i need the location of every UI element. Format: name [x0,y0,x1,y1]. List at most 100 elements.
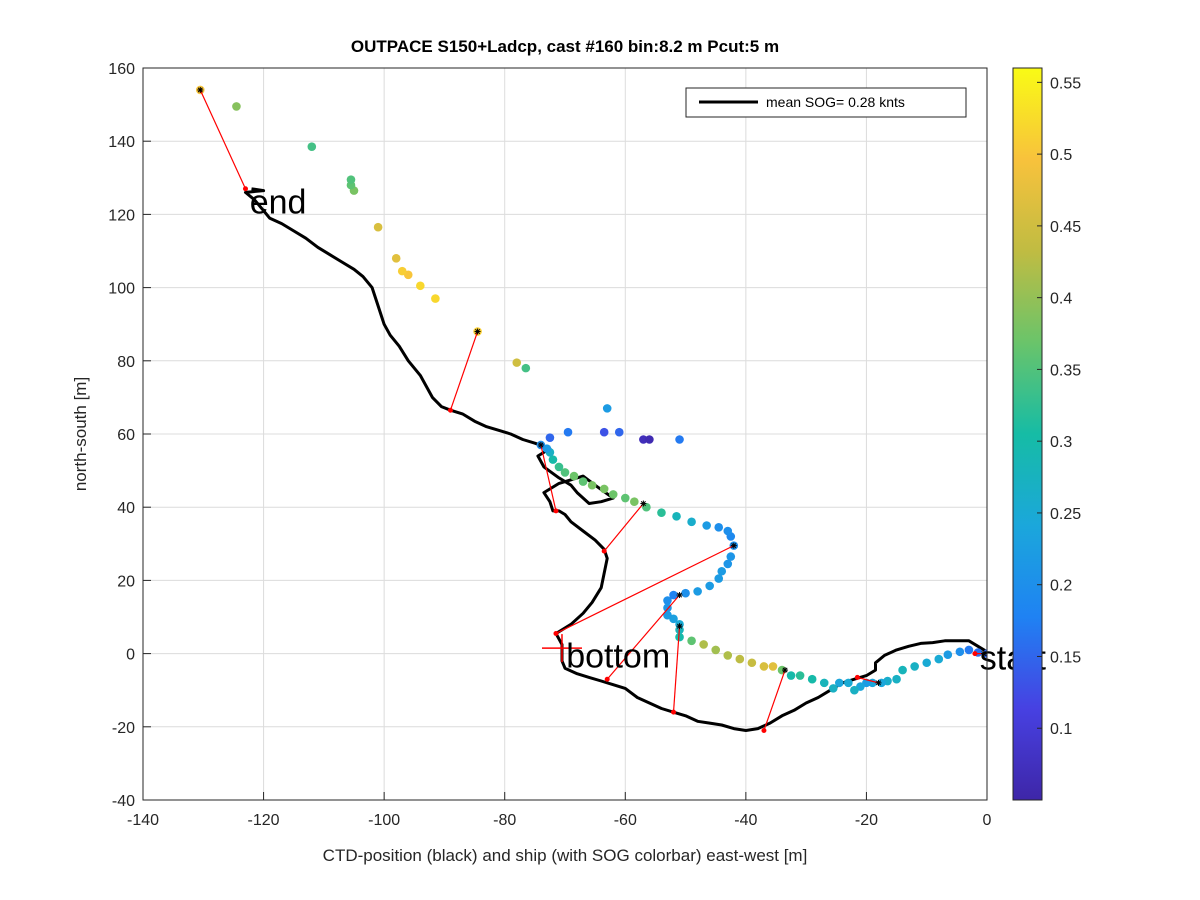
ship-point [614,427,624,437]
ship-point [391,254,401,263]
colorbar-tick-label: 0.45 [1050,219,1081,236]
highlight-marker [197,86,204,93]
y-tick-label: 60 [117,427,135,444]
ship-point [663,610,672,620]
colorbar-tick-label: 0.15 [1050,649,1081,666]
annotation-end: end [250,184,307,222]
ship-point [620,493,630,503]
ship-point [747,658,757,668]
ship-point [669,590,678,600]
colorbar-tick-label: 0.1 [1050,721,1072,738]
ship-point [397,266,407,276]
ship-point [955,647,965,657]
ship-point [964,645,974,655]
highlight-marker [537,441,544,448]
ship-point [699,640,708,649]
y-tick-label: 0 [126,647,135,664]
connector-end-point [604,676,610,682]
y-tick-label: 20 [117,573,135,590]
ship-point [307,142,317,151]
ship-point [723,559,733,569]
connector-line [603,503,644,552]
y-tick-label: 160 [108,61,135,78]
y-tick-label: 140 [108,134,135,151]
y-tick-label: 120 [108,207,135,224]
x-tick-label: -140 [127,812,159,829]
ship-point [563,427,573,437]
ship-point [675,435,684,444]
ship-point [723,526,733,536]
colorbar-tick-label: 0.35 [1050,362,1081,379]
highlight-marker [782,667,789,674]
colorbar-tick-label: 0.4 [1050,291,1072,308]
ship-point [602,404,612,413]
highlight-marker [676,592,683,599]
ship-point [373,222,383,232]
ship-point [521,363,531,373]
colorbar-tick-label: 0.3 [1050,434,1072,451]
ship-point [759,662,769,671]
colorbar-tick-label: 0.55 [1050,75,1081,92]
ship-point [844,678,853,688]
ship-point [545,433,555,442]
ship-point [922,658,932,668]
ship-point [714,523,724,532]
plot-frame [142,67,988,801]
ship-point [587,480,597,490]
ship-point [663,596,672,605]
ship-point [768,662,778,671]
colorbar-tick-label: 0.25 [1050,506,1081,523]
colorbar-tick-label: 0.5 [1050,147,1072,164]
ship-point [711,645,721,655]
ship-point [898,665,907,675]
connector-line [199,89,247,190]
x-tick-label: -120 [248,812,280,829]
ship-point [569,471,579,481]
ship-point [786,671,796,680]
connector-end-point [242,186,248,192]
ship-point [548,455,558,464]
ship-point [687,517,696,527]
colorbar-gradient [1012,67,1043,801]
highlight-marker [640,500,647,507]
ship-point [346,175,356,184]
connector-line [540,444,557,511]
chart-title: OUTPACE S150+Ladcp, cast #160 bin:8.2 m … [351,37,779,56]
connector-line [449,331,479,411]
highlight-marker [474,328,481,335]
x-axis-ticks: -140 -120 -100 -80 -60 -40 -20 0 [127,792,992,829]
ship-point [723,651,733,660]
bottom-marker [541,634,582,663]
connector-line [763,669,786,731]
ship-point [943,650,953,659]
ship-point [512,358,522,367]
ship-point [892,674,901,684]
ship-point [554,462,564,472]
y-axis-ticks: -40 -20 0 20 40 60 80 100 120 140 160 [108,61,151,810]
ship-points [195,85,987,695]
ship-point [560,468,570,477]
ship-point [416,281,425,291]
ship-point [735,654,745,664]
ship-point [672,512,681,521]
ship-point [675,632,684,642]
highlight-marker [730,542,737,549]
y-axis-label: north-south [m] [71,377,90,491]
ship-point [657,508,666,517]
colorbar-tick-label: 0.2 [1050,578,1072,595]
ship-point [934,654,944,664]
ship-point [850,685,859,695]
ship-point [639,435,648,444]
ship-point [726,552,736,561]
highlight-markers [197,86,987,686]
ship-point [599,427,609,437]
ship-point [599,484,609,494]
connector-end-point [671,709,677,715]
x-tick-label: -80 [493,812,516,829]
x-tick-label: -20 [855,812,878,829]
ship-point [630,497,639,507]
ship-point [431,294,440,303]
legend-label: mean SOG= 0.28 knts [766,94,905,110]
highlight-marker [875,679,882,686]
